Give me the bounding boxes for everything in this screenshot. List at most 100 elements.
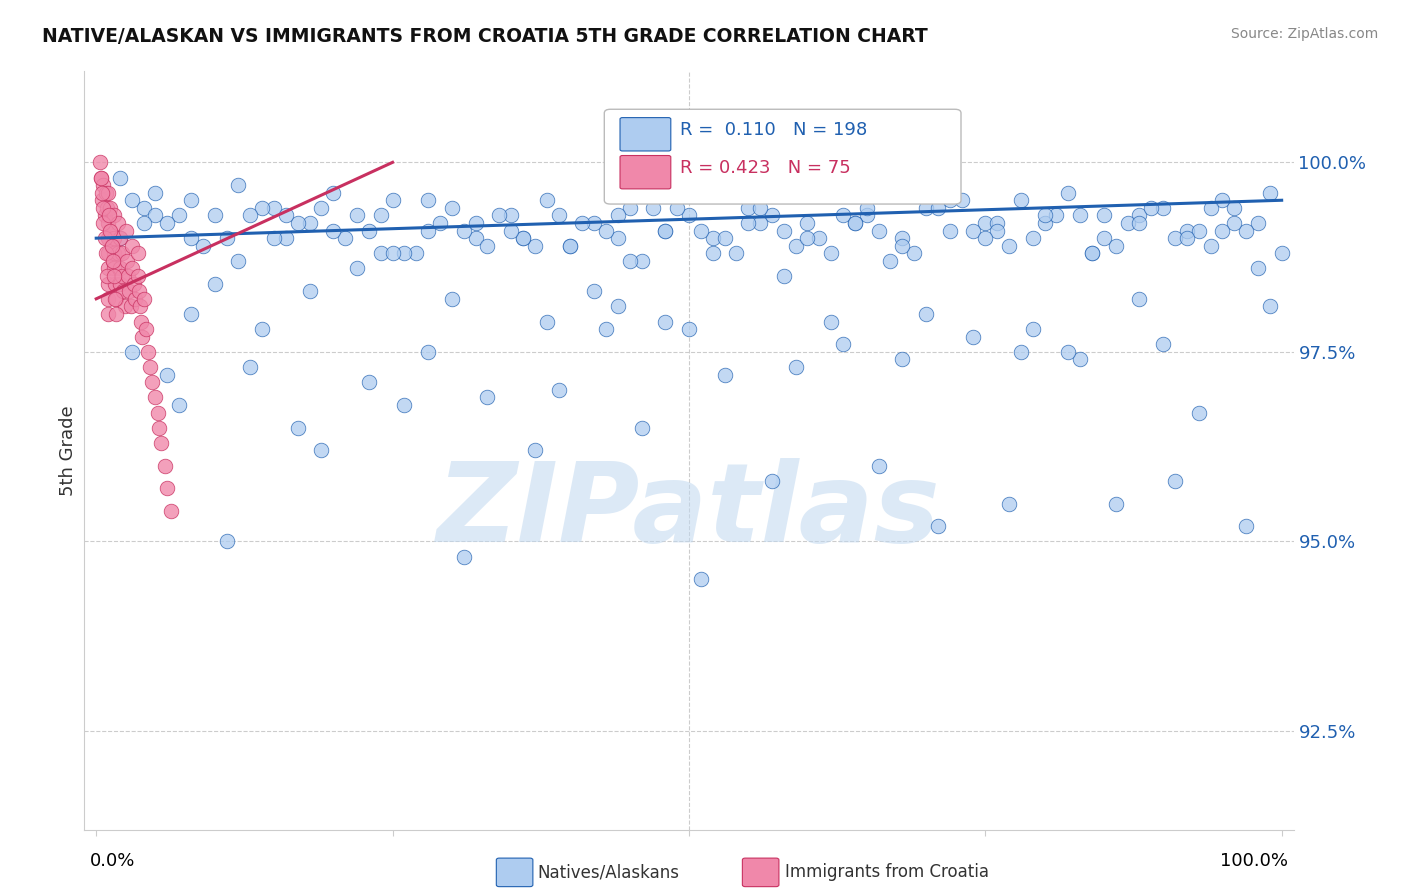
Point <box>689 224 711 238</box>
Point <box>96 201 118 215</box>
Point <box>1175 224 1198 238</box>
Point <box>93 209 115 223</box>
Point <box>91 216 114 230</box>
Point <box>595 224 617 238</box>
Point <box>595 322 617 336</box>
Point <box>560 239 582 253</box>
Point <box>121 239 143 253</box>
Point <box>606 300 628 314</box>
Point <box>381 194 404 208</box>
Point <box>103 246 125 260</box>
Point <box>1271 246 1294 260</box>
Text: Source: ZipAtlas.com: Source: ZipAtlas.com <box>1230 27 1378 41</box>
Point <box>477 239 499 253</box>
Point <box>370 246 392 260</box>
Point <box>107 216 129 230</box>
Point <box>97 307 120 321</box>
Point <box>606 209 628 223</box>
Point <box>1223 201 1246 215</box>
Point <box>97 246 120 260</box>
Point <box>121 194 143 208</box>
Point <box>1105 497 1128 511</box>
Point <box>150 436 173 450</box>
Point <box>844 216 866 230</box>
Point <box>725 246 748 260</box>
Point <box>228 254 250 268</box>
Point <box>145 186 167 200</box>
Point <box>121 261 143 276</box>
Point <box>97 186 120 200</box>
Point <box>311 443 333 458</box>
Point <box>97 292 120 306</box>
Point <box>903 246 925 260</box>
Point <box>114 300 136 314</box>
Point <box>1188 406 1211 420</box>
Point <box>311 201 333 215</box>
Point <box>1033 216 1056 230</box>
Point <box>749 216 772 230</box>
Point <box>322 186 344 200</box>
Point <box>1258 300 1281 314</box>
Point <box>180 231 202 245</box>
Point <box>146 406 169 420</box>
Point <box>927 519 949 533</box>
Point <box>666 201 689 215</box>
Point <box>346 209 368 223</box>
Point <box>128 285 150 299</box>
Point <box>204 209 226 223</box>
Text: ZIPatlas: ZIPatlas <box>437 458 941 565</box>
Point <box>132 216 155 230</box>
Point <box>986 224 1008 238</box>
Point <box>405 246 427 260</box>
Point <box>287 216 309 230</box>
Point <box>536 315 558 329</box>
Point <box>464 216 486 230</box>
Point <box>453 549 475 564</box>
Point <box>394 398 416 412</box>
Point <box>101 254 124 268</box>
Point <box>702 231 724 245</box>
Point <box>156 368 179 382</box>
Point <box>148 421 170 435</box>
Point <box>135 322 157 336</box>
Point <box>98 209 121 223</box>
Point <box>915 307 938 321</box>
Point <box>180 307 202 321</box>
Point <box>204 277 226 291</box>
Point <box>583 216 606 230</box>
Point <box>796 216 818 230</box>
Point <box>619 201 641 215</box>
Point <box>796 231 818 245</box>
Point <box>1022 231 1045 245</box>
Point <box>1081 246 1104 260</box>
Point <box>630 421 652 435</box>
Point <box>1188 224 1211 238</box>
Point <box>121 345 143 359</box>
Point <box>111 269 134 284</box>
Point <box>571 216 593 230</box>
Point <box>1211 224 1233 238</box>
Point <box>891 239 914 253</box>
Point <box>132 201 155 215</box>
Point <box>962 224 984 238</box>
Point <box>1010 345 1032 359</box>
Point <box>250 201 273 215</box>
Point <box>100 239 122 253</box>
Point <box>191 239 214 253</box>
Point <box>832 337 855 351</box>
Point <box>120 300 142 314</box>
Point <box>1247 261 1270 276</box>
Point <box>94 186 117 200</box>
Point <box>90 170 112 185</box>
Point <box>950 194 973 208</box>
Point <box>100 224 122 238</box>
Point <box>938 194 960 208</box>
FancyBboxPatch shape <box>605 110 962 204</box>
Point <box>239 360 262 375</box>
Point <box>523 239 546 253</box>
Point <box>1152 201 1174 215</box>
Point <box>145 209 167 223</box>
Point <box>418 345 440 359</box>
Point <box>333 231 356 245</box>
Point <box>418 224 440 238</box>
